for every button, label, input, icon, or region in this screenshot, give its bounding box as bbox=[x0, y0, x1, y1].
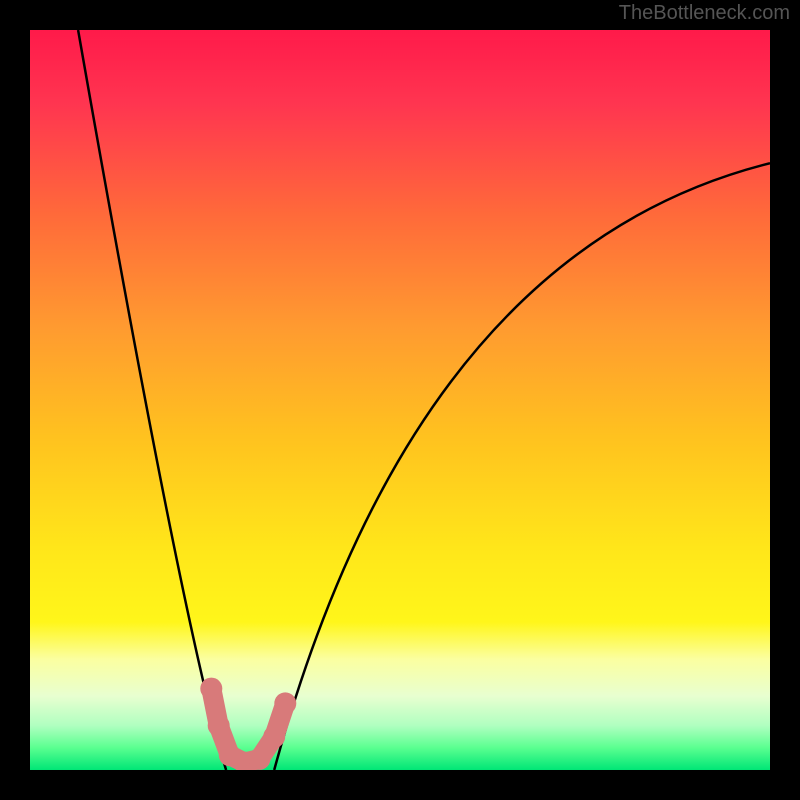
watermark-text: TheBottleneck.com bbox=[619, 2, 790, 25]
right-curve bbox=[274, 163, 770, 770]
left-curve bbox=[78, 30, 226, 770]
curve-overlay bbox=[30, 30, 770, 770]
valley-marker bbox=[263, 726, 285, 748]
valley-marker bbox=[200, 678, 222, 700]
valley-marker bbox=[274, 692, 296, 714]
valley-marker bbox=[208, 715, 230, 737]
plot-area bbox=[30, 30, 770, 770]
valley-marker bbox=[248, 748, 270, 770]
